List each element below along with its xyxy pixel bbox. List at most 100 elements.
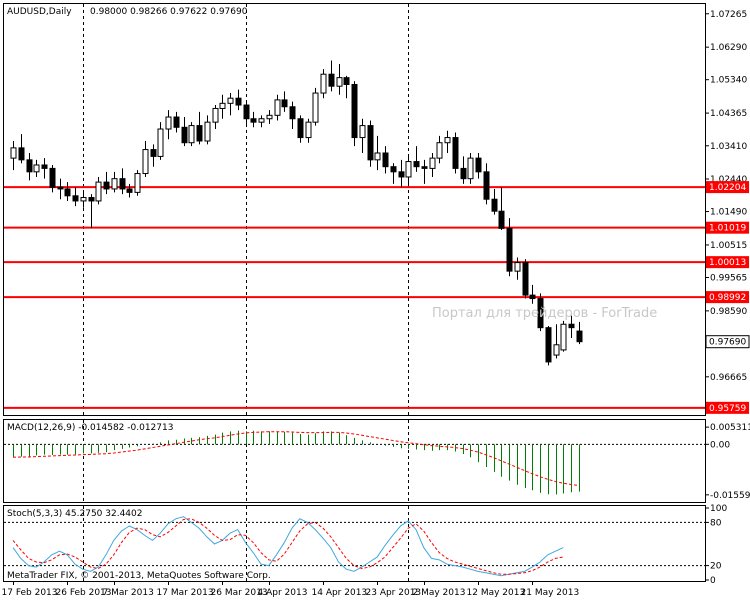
candle-body-up: [95, 181, 102, 202]
price-axis-label: 1.03410: [710, 142, 747, 152]
candle-body-down: [41, 164, 48, 169]
stochastic-axis: 100 80 20 0: [705, 504, 727, 586]
candle-body-down: [150, 149, 157, 157]
stochastic-lines: [12, 516, 564, 577]
current-price-label: 0.97690: [709, 338, 746, 348]
candle-body-up: [142, 149, 149, 175]
macd-axis-label: 0.005311: [710, 423, 750, 433]
candle-body-down: [57, 186, 64, 190]
candle-body-up: [111, 178, 118, 190]
candle-body-up: [305, 121, 312, 139]
candle-body-down: [529, 294, 536, 300]
stochastic-panel[interactable]: Stoch(5,3,3) 45.2750 32.4402 MetaTrader …: [3, 505, 706, 582]
candle-body-up: [219, 102, 226, 109]
price-grid: [83, 4, 409, 415]
candle-body-up: [320, 73, 327, 94]
price-level-badge: [706, 221, 749, 234]
candle-body-up: [444, 137, 451, 144]
candle-body-down: [483, 171, 490, 200]
time-axis-label: 4 Apr 2013: [258, 588, 308, 598]
candle-body-down: [281, 99, 288, 108]
candle-body-down: [103, 181, 110, 190]
candle-body-down: [119, 178, 126, 190]
candle-body-down: [64, 188, 71, 197]
candle-body-up: [374, 152, 381, 161]
macd-signal-polyline: [12, 431, 579, 486]
price-level-badge: [706, 291, 749, 304]
price-axis: 1.07265 1.06290 1.05340 1.04365 1.03410 1.024…: [705, 10, 750, 414]
candle-body-up: [10, 147, 17, 159]
candle-body-down: [173, 116, 180, 128]
chart-symbol-label: AUDUSD,Daily: [7, 7, 72, 17]
macd-title: MACD(12,26,9) -0.014582 -0.012713: [7, 423, 173, 433]
candle-body-down: [181, 126, 188, 144]
stochastic-signal-line: [12, 518, 564, 575]
candle-body-up: [157, 128, 164, 157]
candle-body-down: [328, 73, 335, 87]
watermark-text: Портал для трейдеров - ForTrade: [432, 306, 657, 321]
candle-body-down: [367, 125, 374, 161]
candle-body-up: [134, 173, 141, 193]
stochastic-main-line: [12, 516, 564, 577]
price-axis-label: 1.05340: [710, 76, 747, 86]
macd-panel-frame: [3, 419, 706, 503]
price-levels: [4, 186, 705, 409]
time-axis-label: 23 Apr 2013: [366, 588, 422, 598]
price-axis-label: 1.00515: [710, 241, 747, 251]
price-axis-label: 1.07265: [710, 10, 747, 20]
candle-body-down: [491, 198, 498, 212]
candle-body-down: [351, 83, 358, 139]
price-level-label: 0.98992: [709, 293, 746, 303]
candle-body-up: [359, 125, 366, 139]
candle-body-down: [475, 157, 482, 173]
price-axis-label: 1.01490: [710, 208, 747, 218]
candle-body-down: [243, 104, 250, 120]
time-axis-label: 26 Mar 2013: [211, 588, 268, 598]
candle-body-down: [126, 188, 133, 193]
candle-body-up: [258, 118, 265, 123]
candle-body-up: [467, 157, 474, 180]
candle-body-down: [196, 125, 203, 142]
price-axis-label: 0.96665: [710, 373, 747, 383]
candle-body-up: [553, 344, 560, 356]
candle-body-down: [235, 97, 242, 106]
candle-body-down: [522, 262, 529, 296]
price-level-label: 1.00013: [709, 258, 746, 268]
price-panel-frame: [3, 3, 706, 416]
candle-body-up: [436, 142, 443, 159]
macd-axis-label: -0.015594: [710, 491, 750, 501]
macd-histogram: [13, 430, 580, 495]
price-level-badge: [706, 181, 749, 194]
candle-body-up: [336, 77, 343, 87]
macd-axis: 0.005311 0.00 -0.015594: [705, 423, 750, 501]
candle-body-up: [274, 99, 281, 116]
price-axis-label: 1.04365: [710, 109, 747, 119]
candle-body-down: [498, 210, 505, 229]
candle-body-down: [390, 166, 397, 173]
price-panel[interactable]: AUDUSD,Daily 0.98000 0.98266 0.97622 0.9…: [3, 3, 706, 416]
time-axis-label: 7 Mar 2013: [103, 588, 154, 598]
candle-body-up: [405, 161, 412, 178]
candle-body-down: [413, 161, 420, 168]
candle-body-down: [537, 298, 544, 329]
price-level-label: 0.95759: [709, 404, 746, 414]
candle-body-down: [398, 171, 405, 178]
candle-body-down: [506, 227, 513, 272]
time-axis-label: 17 Feb 2013: [2, 588, 58, 598]
stochastic-title: Stoch(5,3,3) 45.2750 32.4402: [7, 509, 142, 519]
price-level-badge: [706, 401, 749, 414]
price-axis-label: 0.99565: [710, 273, 747, 283]
candle-body-down: [26, 159, 33, 173]
candle-body-down: [545, 327, 552, 363]
candle-body-up: [560, 323, 567, 351]
macd-panel[interactable]: MACD(12,26,9) -0.014582 -0.012713: [3, 419, 706, 503]
candle-body-up: [514, 262, 521, 272]
candle-body-up: [312, 92, 319, 123]
candle-body-down: [49, 167, 56, 188]
candle-body-down: [250, 118, 257, 123]
candle-body-down: [88, 197, 95, 202]
price-level-badge: [706, 256, 749, 269]
time-axis-label: 2 May 2013: [413, 588, 466, 598]
candle-body-up: [429, 157, 436, 169]
candle-body-down: [452, 137, 459, 169]
